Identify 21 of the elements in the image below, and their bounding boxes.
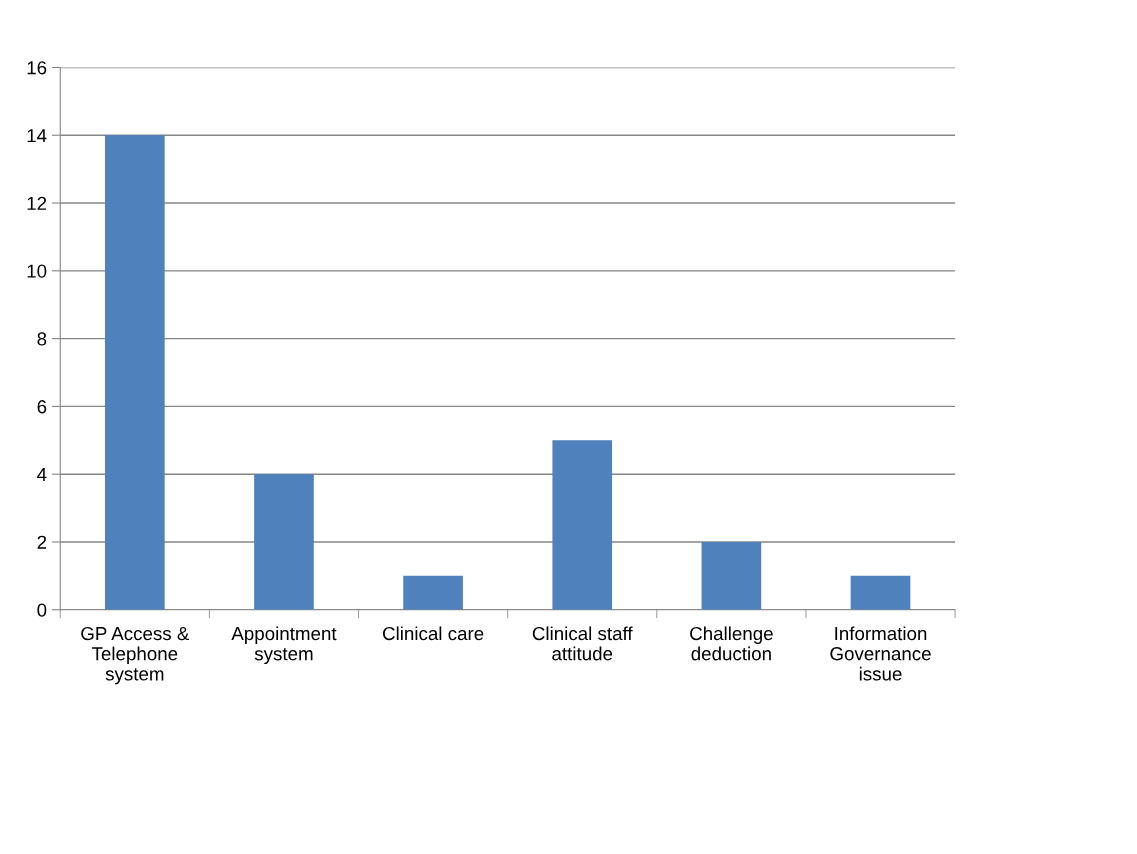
bar bbox=[254, 474, 314, 610]
x-tick-label: GP Access & Telephone system bbox=[81, 626, 190, 685]
y-tick-label: 2 bbox=[37, 535, 47, 549]
x-tick-label: Clinical care bbox=[383, 626, 484, 641]
bar bbox=[105, 135, 165, 610]
y-tick-label: 12 bbox=[27, 196, 47, 210]
x-tick-label: Clinical staff attitude bbox=[532, 626, 633, 661]
y-tick-label: 6 bbox=[37, 400, 47, 414]
y-tick-label: 10 bbox=[27, 264, 47, 278]
y-tick-label: 4 bbox=[37, 468, 47, 481]
y-tick-label: 16 bbox=[27, 61, 47, 75]
y-tick-label: 0 bbox=[37, 603, 47, 617]
bar bbox=[403, 575, 463, 610]
y-tick-label: 8 bbox=[37, 332, 47, 346]
x-tick-label: Appointment system bbox=[231, 626, 337, 665]
bar bbox=[552, 440, 613, 610]
x-tick-label: Information Governance issue bbox=[830, 626, 931, 681]
x-tick-label: Challenge deduction bbox=[690, 626, 773, 661]
y-tick-label: 14 bbox=[27, 129, 47, 143]
bar bbox=[850, 575, 911, 610]
bar bbox=[701, 541, 762, 610]
